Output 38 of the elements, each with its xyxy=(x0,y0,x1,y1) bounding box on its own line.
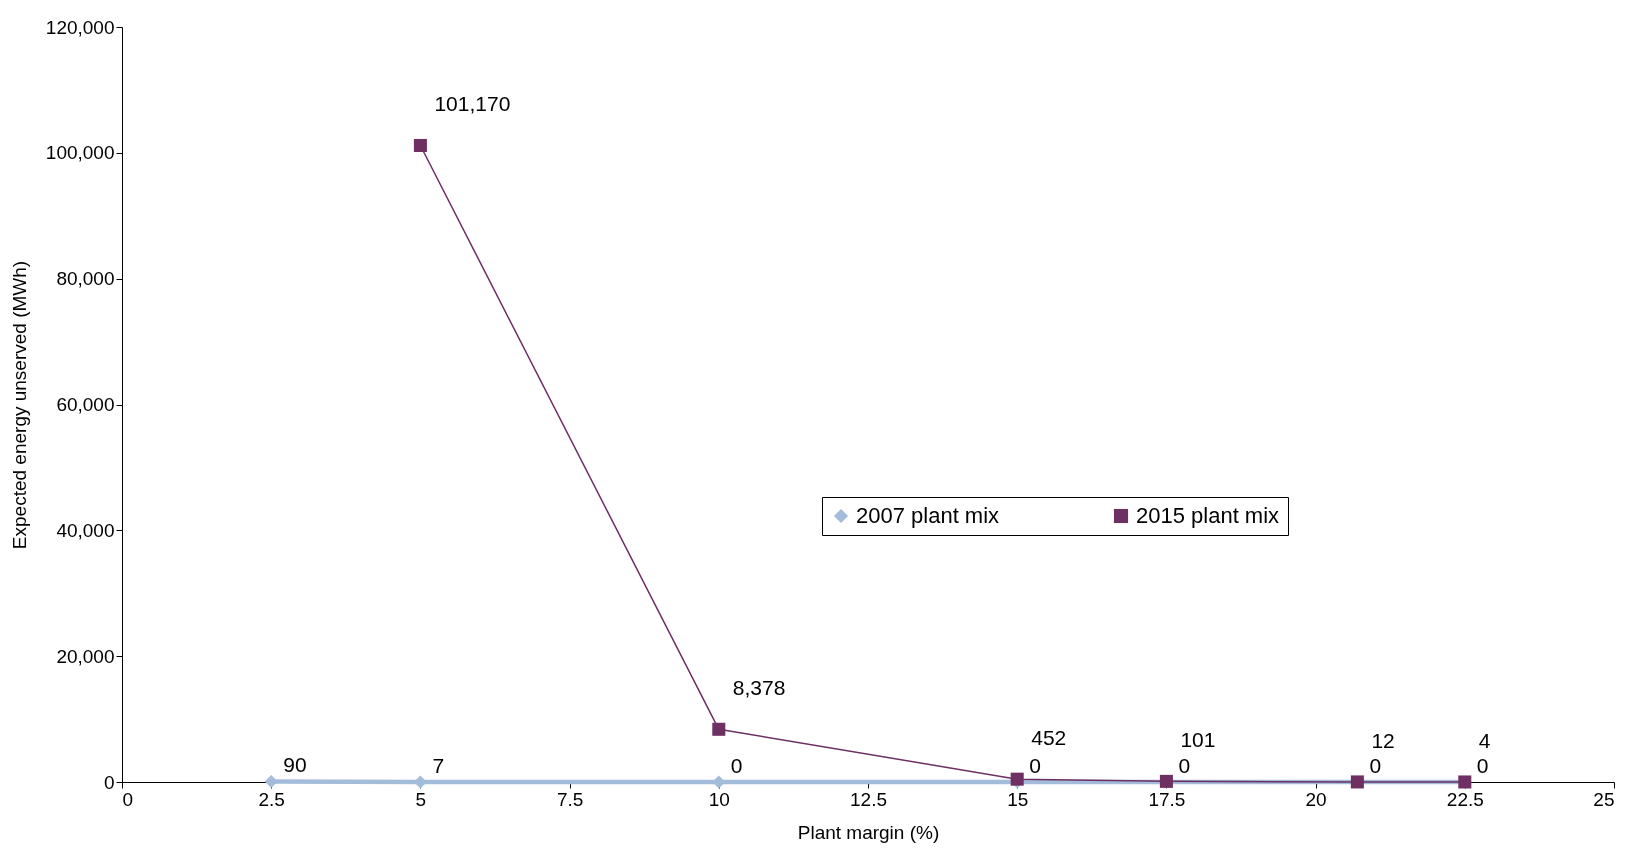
data-label: 0 xyxy=(1369,754,1382,777)
data-label: 8,378 xyxy=(732,676,786,700)
y-axis-title: Expected energy unserved (MWh) xyxy=(8,260,30,550)
data-label: 0 xyxy=(1476,754,1489,777)
x-tick-label: 5 xyxy=(415,788,427,810)
y-tick-label: 20,000 xyxy=(56,645,115,667)
y-tick-label: 100,000 xyxy=(45,142,115,164)
y-tick-label: 40,000 xyxy=(56,519,115,541)
y-tick-label: 0 xyxy=(103,771,115,793)
x-tick-label: 2.5 xyxy=(258,788,285,810)
data-label: 90 xyxy=(283,753,307,777)
data-label: 101,170 xyxy=(434,92,511,116)
x-tick-label: 22.5 xyxy=(1446,788,1484,810)
x-tick-label: 20 xyxy=(1305,788,1327,810)
x-axis-title: Plant margin (%) xyxy=(797,821,940,843)
data-label: 7 xyxy=(432,753,445,777)
x-tick-label: 7.5 xyxy=(556,788,584,810)
y-tick-label: 120,000 xyxy=(45,16,115,38)
x-tick-label: 15 xyxy=(1007,788,1029,810)
data-label: 0 xyxy=(730,754,743,777)
y-tick-label: 80,000 xyxy=(56,268,115,290)
legend-label: 2015 plant mix xyxy=(1136,503,1280,528)
point xyxy=(712,722,726,736)
data-label: 101 xyxy=(1180,728,1216,752)
x-tick-label: 0 xyxy=(122,788,134,810)
data-label: 0 xyxy=(1029,754,1041,777)
data-label: 4 xyxy=(1478,728,1491,752)
point xyxy=(413,138,427,152)
x-tick-label: 17.5 xyxy=(1148,788,1186,810)
y-tick-label: 60,000 xyxy=(56,394,115,415)
point xyxy=(264,774,278,788)
data-label: 0 xyxy=(1178,754,1191,777)
legend-label: 2007 plant mix xyxy=(856,503,1000,528)
data-label: 452 xyxy=(1031,726,1067,750)
x-tick-label: 25 xyxy=(1593,788,1615,810)
x-tick-label: 12.5 xyxy=(850,788,887,810)
x-tick-label: 10 xyxy=(708,788,730,810)
data-label: 12 xyxy=(1371,728,1395,752)
